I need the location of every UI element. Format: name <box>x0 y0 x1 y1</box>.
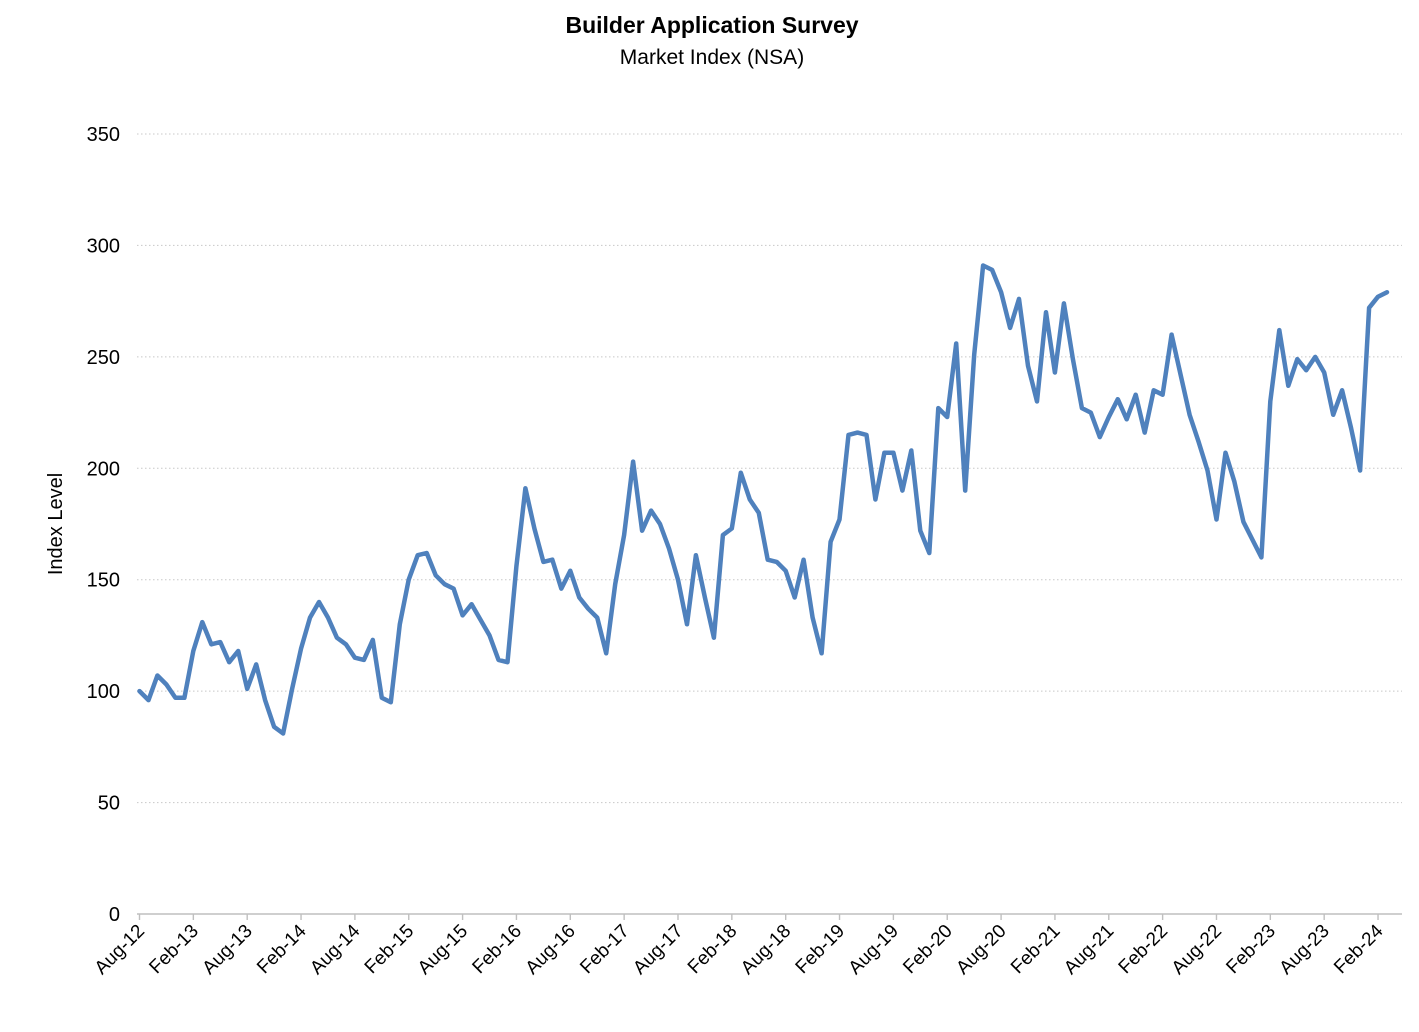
x-tick-label-Aug-21: Aug-21 <box>1060 921 1118 979</box>
x-tick-label-Feb-19: Feb-19 <box>792 921 849 978</box>
chart-subtitle: Market Index (NSA) <box>620 46 804 69</box>
x-tick-label-Aug-14: Aug-14 <box>306 920 364 978</box>
x-tick-label-Feb-18: Feb-18 <box>684 921 741 978</box>
x-tick-label-Aug-16: Aug-16 <box>522 921 580 979</box>
y-tick-label-100: 100 <box>87 681 120 703</box>
chart-title: Builder Application Survey <box>565 12 858 38</box>
x-tick-label-Aug-20: Aug-20 <box>952 921 1010 979</box>
y-axis-label: Index Level <box>45 473 67 575</box>
x-tick-label-Aug-13: Aug-13 <box>199 921 257 979</box>
x-tick-label-Feb-15: Feb-15 <box>361 921 418 978</box>
x-tick-label-Feb-17: Feb-17 <box>576 921 633 978</box>
series-line-market-index <box>137 263 1390 736</box>
y-tick-label-0: 0 <box>109 904 120 926</box>
x-axis <box>137 913 1402 920</box>
x-tick-label-Feb-23: Feb-23 <box>1222 921 1279 978</box>
x-tick-label-Feb-16: Feb-16 <box>469 921 526 978</box>
y-tick-label-300: 300 <box>87 235 120 257</box>
x-tick-labels: Aug-12Feb-13Aug-13Feb-14Aug-14Feb-15Aug-… <box>91 920 1388 978</box>
x-tick-label-Aug-12: Aug-12 <box>91 921 149 979</box>
x-tick-label-Feb-14: Feb-14 <box>253 920 311 978</box>
x-tick-label-Aug-18: Aug-18 <box>737 921 795 979</box>
x-tick-label-Feb-20: Feb-20 <box>899 921 956 978</box>
x-tick-label-Aug-17: Aug-17 <box>629 921 687 979</box>
y-tick-labels: 0 50 100 150 200 250 300 350 <box>87 124 120 926</box>
x-tick-label-Aug-22: Aug-22 <box>1168 921 1226 979</box>
y-tick-label-350: 350 <box>87 124 120 146</box>
x-tick-label-Aug-15: Aug-15 <box>414 921 472 979</box>
x-tick-label-Feb-22: Feb-22 <box>1115 921 1172 978</box>
gridlines <box>137 133 1402 804</box>
y-tick-label-200: 200 <box>87 458 120 480</box>
x-tick-label-Feb-21: Feb-21 <box>1007 921 1064 978</box>
y-tick-label-150: 150 <box>87 570 120 592</box>
y-tick-label-250: 250 <box>87 347 120 369</box>
x-tick-label-Aug-19: Aug-19 <box>845 921 903 979</box>
x-tick-label-Feb-13: Feb-13 <box>145 921 202 978</box>
x-tick-label-Feb-24: Feb-24 <box>1330 920 1388 978</box>
x-tick-label-Aug-23: Aug-23 <box>1276 921 1334 979</box>
y-tick-label-50: 50 <box>98 793 120 815</box>
